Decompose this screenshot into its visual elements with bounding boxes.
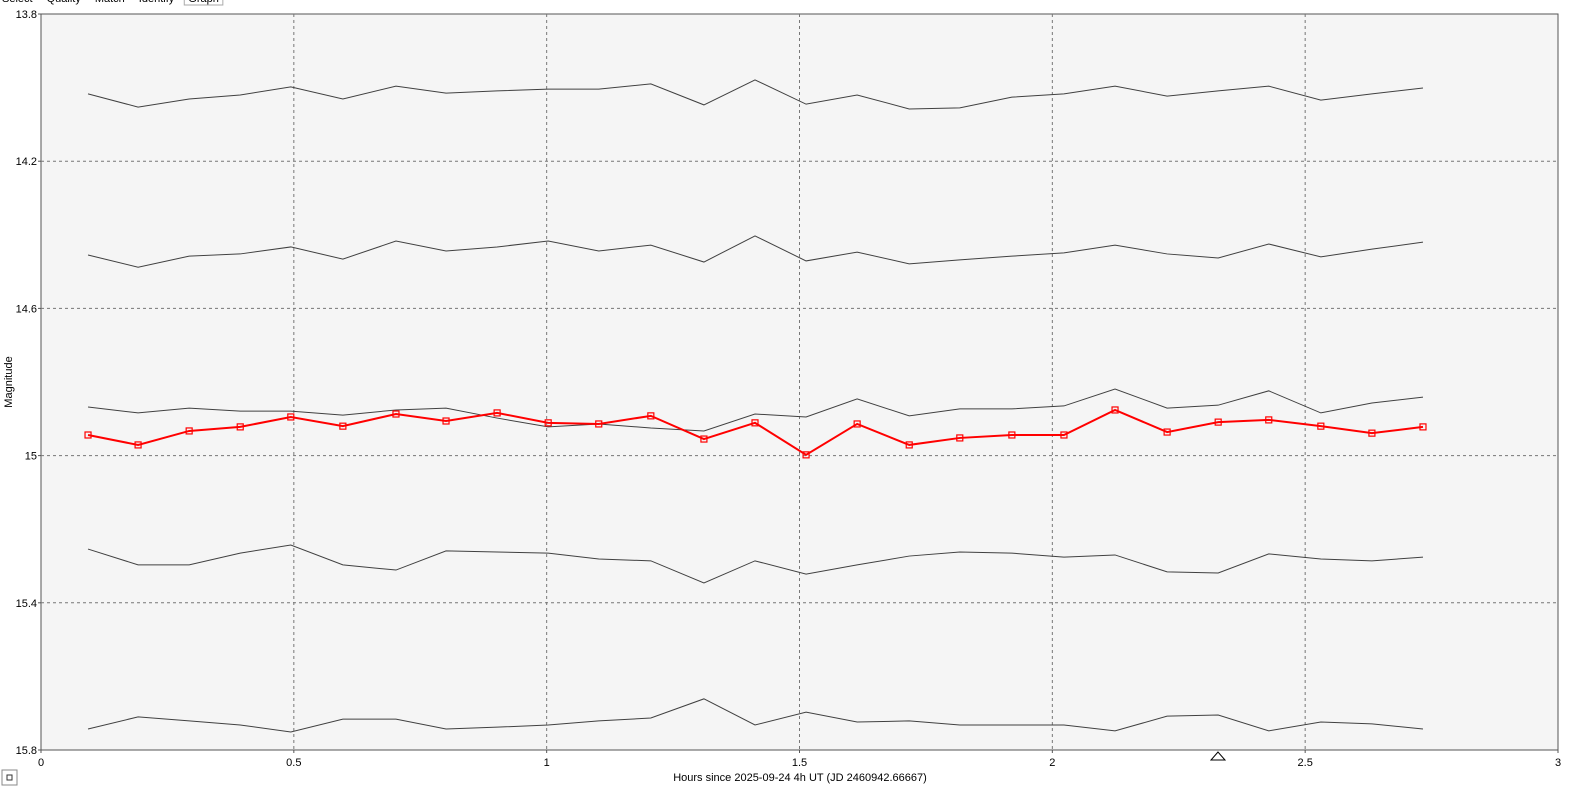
data-point (544, 419, 552, 427)
data-point (802, 451, 810, 459)
data-point (595, 420, 603, 428)
tab-label[interactable]: Select (2, 0, 33, 5)
data-point (647, 412, 655, 420)
data-point (700, 435, 708, 443)
data-point (1265, 416, 1273, 424)
tab-label[interactable]: Graph (188, 0, 219, 5)
data-point (339, 422, 347, 430)
data-point (236, 423, 244, 431)
data-point (751, 419, 759, 427)
tab-label[interactable]: Identify (139, 0, 175, 5)
data-point (493, 409, 501, 417)
data-point (84, 431, 92, 439)
data-point (185, 427, 193, 435)
x-tick-label: 2.5 (1298, 757, 1313, 769)
data-point (442, 417, 450, 425)
data-point (905, 441, 913, 449)
series-line (87, 698, 1424, 733)
data-point (134, 441, 142, 449)
x-tick-label: 1 (544, 757, 550, 769)
series-line (87, 235, 1424, 268)
series-line (87, 388, 1424, 432)
tab-label[interactable]: Match (95, 0, 125, 5)
y-tick-label: 13.8 (16, 9, 37, 21)
tab-label[interactable]: Quality (47, 0, 82, 5)
data-point (956, 434, 964, 442)
y-tick-label: 14.6 (16, 303, 37, 315)
series-line (87, 79, 1424, 110)
data-point (1163, 428, 1171, 436)
y-axis-label: Magnitude (3, 356, 15, 407)
x-tick-label: 0 (38, 757, 44, 769)
tab-active (183, 0, 224, 6)
data-point (287, 413, 295, 421)
x-tick-label: 1.5 (792, 757, 807, 769)
series-line (87, 408, 1424, 457)
data-point (853, 420, 861, 428)
y-tick-label: 15.8 (16, 745, 37, 757)
data-point (1368, 429, 1376, 437)
x-tick-label: 3 (1555, 757, 1561, 769)
data-point (1060, 431, 1068, 439)
tab-bar: Select Quality Match Identify Graph (2, 0, 224, 6)
x-axis-label: Hours since 2025-09-24 4h UT (JD 2460942… (673, 772, 927, 784)
time-marker (1209, 751, 1227, 761)
x-tick-label: 0.5 (286, 757, 301, 769)
y-tick-label: 15.4 (16, 598, 37, 610)
x-tick-label: 2 (1049, 757, 1055, 769)
button-icon (6, 774, 13, 781)
data-point (1008, 431, 1016, 439)
y-tick-label: 15 (25, 451, 37, 463)
data-point (1317, 422, 1325, 430)
y-tick-label: 14.2 (16, 156, 37, 168)
data-point (1111, 406, 1119, 414)
small-button[interactable] (1, 769, 18, 786)
data-point (392, 410, 400, 418)
data-point (1214, 418, 1222, 426)
series-line (87, 544, 1424, 584)
data-point (1419, 423, 1427, 431)
